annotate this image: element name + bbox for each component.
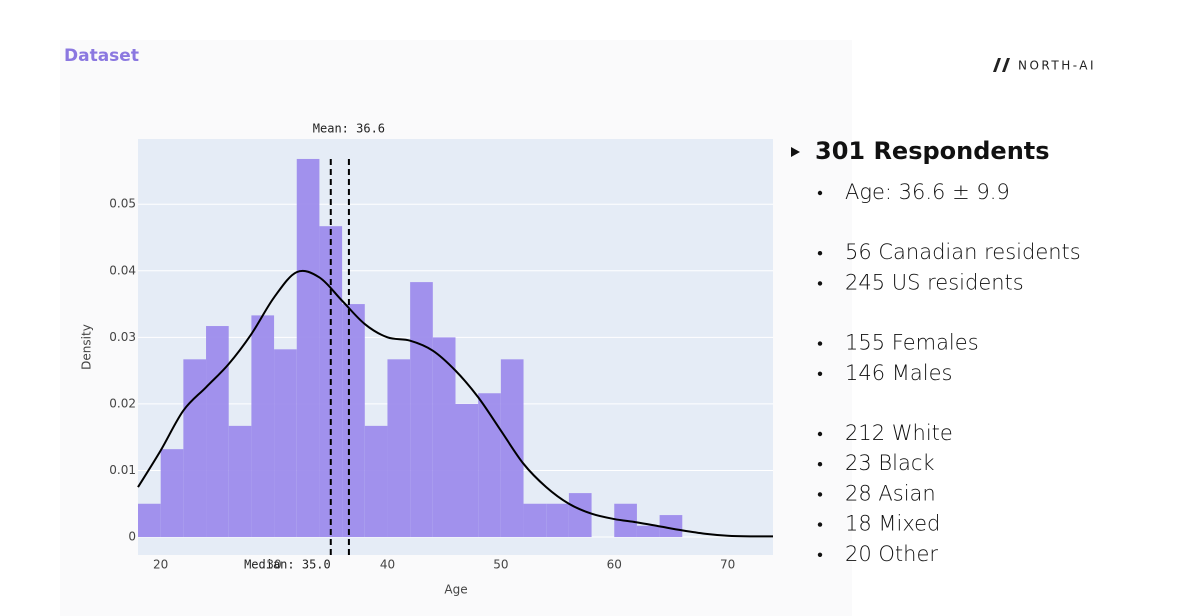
bar — [410, 282, 433, 538]
x-axis-label: Age — [444, 583, 467, 597]
bullet — [817, 492, 823, 497]
x-tick-label: 30 — [266, 558, 281, 572]
bullet — [817, 462, 823, 467]
bar — [138, 503, 161, 538]
x-tick-label: 50 — [493, 558, 508, 572]
bar — [364, 425, 388, 538]
bar — [251, 315, 275, 538]
bar — [206, 326, 229, 538]
bar — [659, 515, 683, 538]
bullet — [817, 371, 823, 376]
bar — [183, 359, 207, 538]
panel-heading: 301 Respondents — [815, 137, 1050, 165]
bar — [228, 425, 252, 538]
list-item: 212 White — [845, 421, 953, 445]
bar — [455, 403, 479, 538]
bar — [387, 359, 411, 538]
bar — [160, 449, 184, 538]
bar — [478, 393, 501, 538]
x-tick-label: 70 — [720, 558, 735, 572]
y-tick-label: 0.05 — [109, 197, 136, 211]
x-tick-label: 40 — [380, 558, 395, 572]
list-item: 56 Canadian residents — [845, 240, 1081, 264]
logo-icon — [993, 58, 1010, 72]
list-item: 155 Females — [845, 331, 979, 355]
bar — [342, 304, 365, 538]
y-tick-label: 0.02 — [109, 396, 136, 410]
x-tick-label: 20 — [153, 558, 168, 572]
density-curve — [137, 269, 774, 538]
list-item: 18 Mixed — [845, 512, 940, 536]
bullet — [817, 522, 823, 527]
bar — [636, 525, 660, 538]
reference-label: Mean: 36.6 — [313, 122, 385, 136]
bar — [274, 349, 297, 538]
bullet — [817, 251, 823, 256]
reference-label: Median: 35.0 — [244, 558, 331, 572]
bar — [296, 158, 320, 538]
list-item: 146 Males — [845, 361, 952, 385]
bullet — [817, 431, 823, 437]
list-item: 28 Asian — [845, 481, 936, 505]
list-item: 245 US residents — [845, 270, 1024, 294]
bullet — [817, 552, 823, 557]
y-tick-label: 0.03 — [109, 330, 136, 344]
list-item: Age: 36.6 ± 9.9 — [845, 180, 1010, 204]
bullet — [817, 281, 823, 286]
bar — [432, 337, 456, 538]
slide-title: Dataset — [64, 46, 139, 66]
heading-marker — [791, 147, 800, 157]
y-tick-label: 0.01 — [109, 463, 136, 477]
bar — [523, 503, 547, 538]
logo-text: NORTH-AI — [1018, 59, 1096, 73]
bullet — [817, 190, 823, 196]
bullet — [817, 341, 823, 346]
y-tick-label: 0.04 — [109, 263, 136, 277]
bar — [568, 493, 592, 538]
x-tick-label: 60 — [607, 558, 622, 572]
y-axis-label: Density — [80, 324, 94, 370]
list-item: 20 Other — [845, 542, 938, 566]
list-item: 23 Black — [845, 451, 935, 475]
y-tick-label: 0 — [128, 530, 136, 544]
bar — [546, 503, 569, 538]
